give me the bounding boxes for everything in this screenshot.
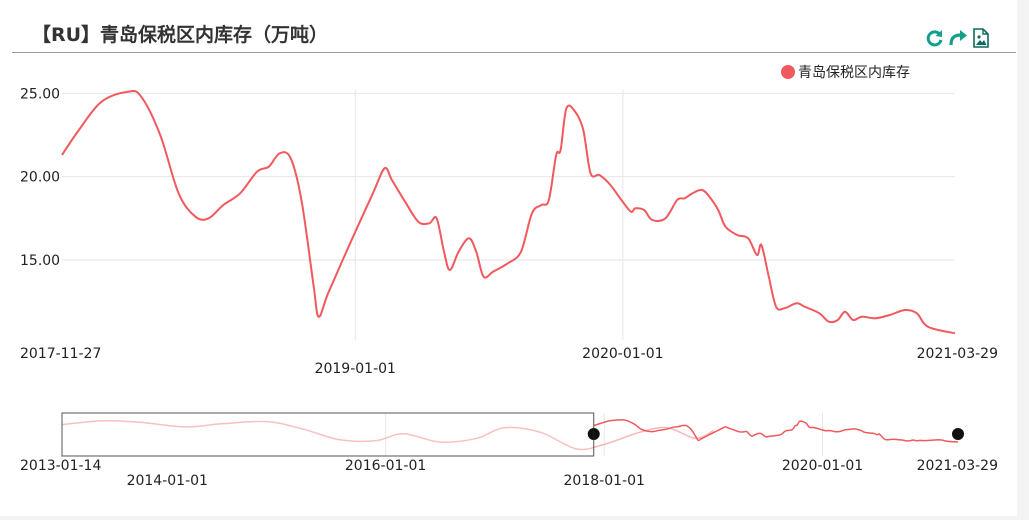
series-line[interactable] (61, 89, 956, 335)
navigator-history-line (61, 419, 714, 451)
x-tick-label: 2020-01-01 (582, 346, 663, 362)
navigator-tick-label: 2020-01-01 (782, 458, 863, 474)
navigator-tick-label: 2013-01-14 (20, 458, 101, 474)
x-tick-label: 2019-01-01 (315, 361, 396, 377)
x-tick-label: 2017-11-27 (20, 346, 101, 362)
navigator-background (62, 413, 958, 456)
navigator-mask[interactable] (61, 412, 595, 457)
y-tick-label: 15.00 (20, 253, 60, 269)
legend-marker (781, 65, 795, 79)
navigator-left-handle[interactable] (587, 428, 600, 440)
chart-header: 【RU】青岛保税区内库存（万吨） (12, 10, 1016, 53)
handle-half-left (952, 428, 958, 440)
navigator-tick-label: 2021-03-29 (917, 458, 998, 474)
y-tick-label: 25.00 (20, 86, 60, 102)
range-navigator[interactable]: 2013-01-14 2014-01-01 2016-01-01 2018-01-01… (20, 412, 998, 489)
y-tick-label: 20.00 (20, 170, 60, 186)
navigator-tick-label: 2016-01-01 (345, 458, 426, 474)
navigator-series-line (593, 419, 959, 443)
save-image-icon[interactable] (971, 28, 991, 48)
share-icon[interactable] (948, 28, 968, 48)
handle-half-right (593, 428, 600, 440)
navigator-tick-label: 2018-01-01 (564, 473, 645, 489)
navigator-right-handle[interactable] (952, 428, 964, 440)
legend-label: 青岛保税区内库存 (798, 65, 910, 81)
chart-legend[interactable]: 青岛保税区内库存 (781, 65, 910, 81)
refresh-icon[interactable] (925, 28, 945, 48)
handle-half-left (587, 428, 594, 440)
handle-half-right (958, 428, 964, 440)
x-tick-label: 2021-03-29 (917, 346, 998, 362)
navigator-tick-label: 2014-01-01 (127, 473, 208, 489)
chart-title: 【RU】青岛保税区内库存（万吨） (32, 24, 329, 46)
